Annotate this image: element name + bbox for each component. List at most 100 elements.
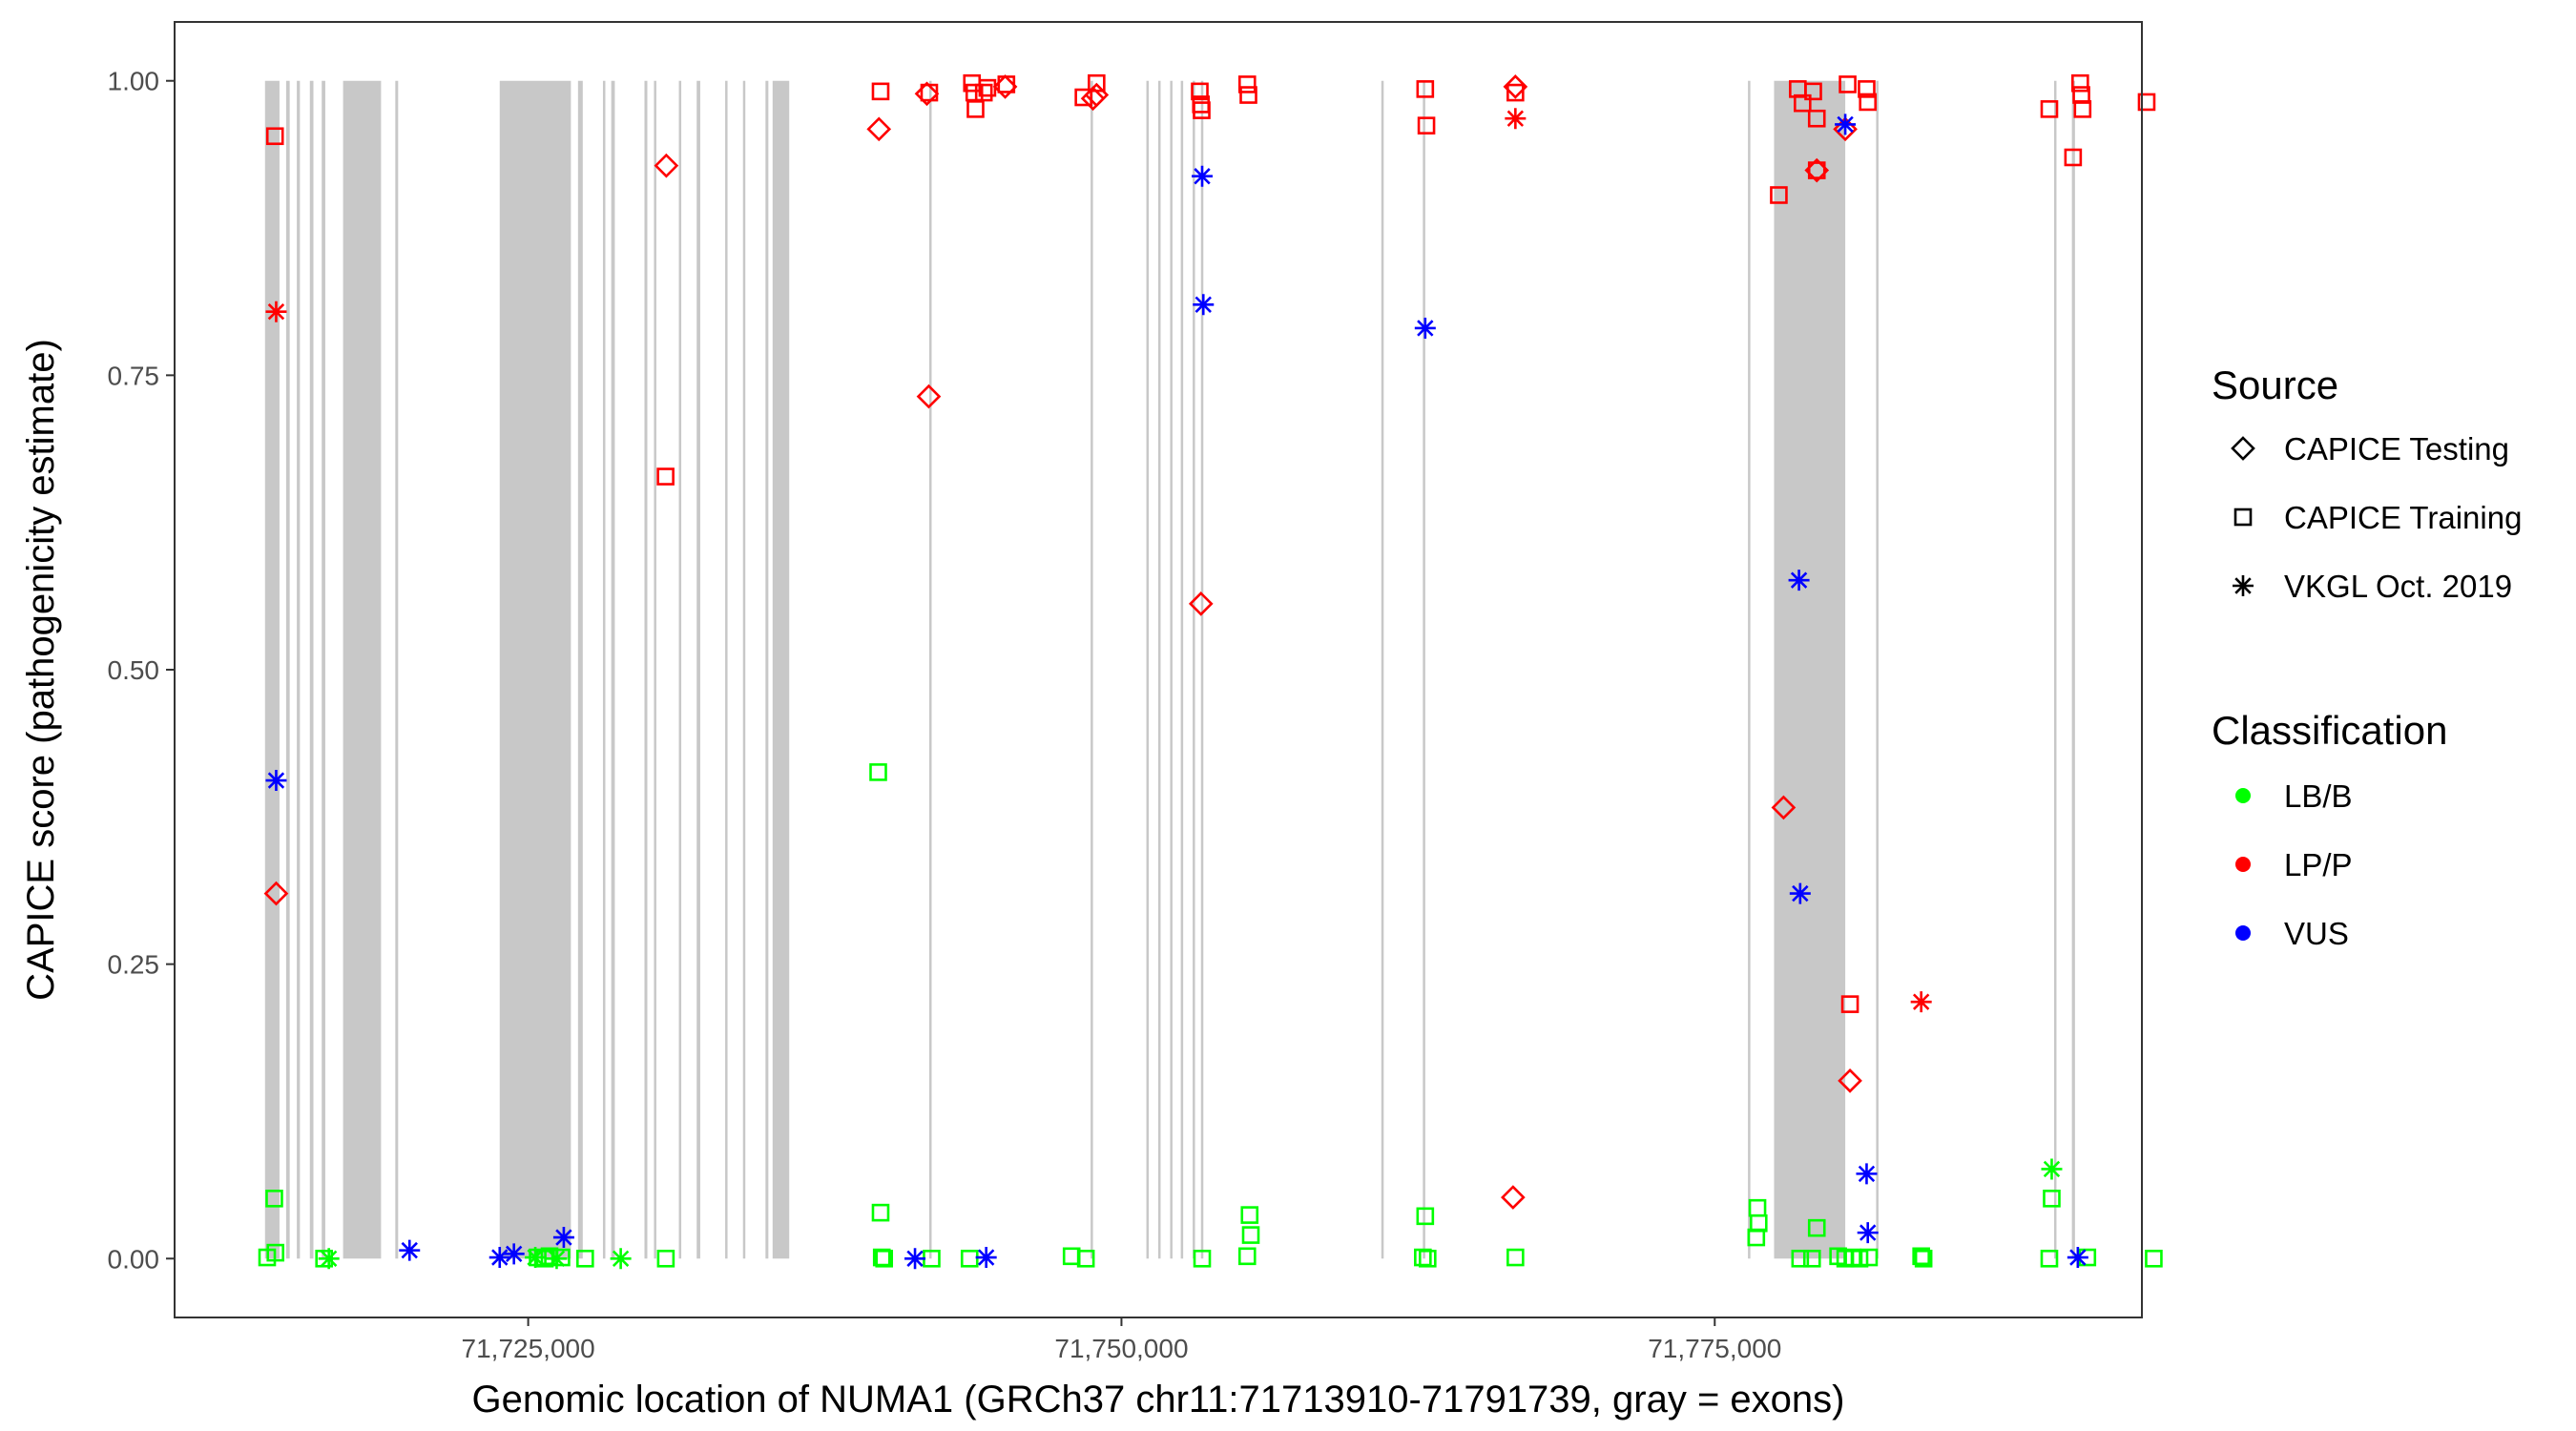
exon-band [1193, 80, 1195, 1259]
exon-band [765, 80, 769, 1259]
data-point [488, 1247, 510, 1269]
exon-band [1091, 80, 1093, 1259]
exons-layer [264, 80, 2075, 1259]
exon-band [2071, 80, 2075, 1259]
data-point [974, 83, 993, 102]
data-point [1240, 1206, 1259, 1224]
data-point [654, 153, 679, 178]
exon-band [577, 80, 583, 1259]
data-point [997, 75, 1016, 93]
data-point [871, 1203, 890, 1222]
data-point [2043, 1190, 2061, 1208]
exon-band [696, 80, 700, 1259]
data-point [1802, 1249, 1821, 1268]
data-point [1074, 88, 1092, 107]
data-point [875, 1249, 894, 1268]
data-point [2071, 73, 2089, 93]
x-axis-title: Genomic location of NUMA1 (GRCh37 chr11:… [472, 1379, 1845, 1421]
data-point [920, 83, 939, 102]
data-point [399, 1239, 421, 1261]
series-vkgl-oct-2019-lb-b [318, 1158, 2063, 1270]
data-points-layer [258, 73, 2163, 1270]
legend-key-dot [2235, 925, 2251, 941]
legend-classification-label: VUS [2284, 916, 2349, 951]
legend-classification-label: LB/B [2284, 778, 2353, 814]
legend-source-label: VKGL Oct. 2019 [2284, 569, 2512, 604]
data-point [914, 81, 940, 107]
data-point [1414, 317, 1436, 339]
data-point [1804, 82, 1822, 101]
data-point [1501, 1185, 1526, 1210]
exon-band [1381, 80, 1384, 1259]
legend-classification-label: LP/P [2284, 847, 2353, 882]
exon-band [264, 80, 280, 1259]
exon-band [343, 80, 382, 1259]
panel-border [174, 21, 2143, 1318]
data-point [2073, 100, 2092, 118]
data-point [1416, 80, 1435, 98]
data-point [2040, 1249, 2059, 1268]
legend-source-label: CAPICE Testing [2284, 431, 2509, 467]
exon-band [1423, 80, 1425, 1259]
data-point [1419, 1249, 1437, 1268]
exon-band [602, 80, 606, 1259]
data-point [975, 1247, 997, 1269]
data-point [610, 1248, 632, 1270]
exon-band [1748, 80, 1751, 1259]
data-point [1788, 570, 1810, 591]
legend-classification-items: LB/B LP/P VUS [2235, 778, 2353, 951]
data-point [1914, 1249, 1933, 1268]
exon-band [644, 80, 648, 1259]
data-point [1239, 86, 1257, 104]
data-point [960, 1249, 979, 1268]
data-point [1748, 1198, 1767, 1217]
exon-band [2053, 80, 2057, 1259]
data-point [263, 881, 289, 906]
data-point [1506, 1248, 1525, 1267]
data-point [1807, 1218, 1826, 1237]
legend-source-items: CAPICE Testing CAPICE Training VKGL Oct. 2… [2231, 431, 2522, 604]
y-tick-label: 0.50 [108, 655, 160, 685]
data-point [1838, 1068, 1862, 1093]
data-point [866, 116, 892, 142]
x-tick-label: 71,775,000 [1648, 1334, 1781, 1363]
data-point [1237, 75, 1257, 93]
legend-key-square [2233, 508, 2253, 527]
data-point [1237, 1247, 1257, 1266]
legend-source-title: Source [2212, 363, 2338, 407]
data-point [1910, 991, 1932, 1013]
data-point [1747, 1228, 1766, 1247]
exon-band [499, 80, 571, 1259]
data-point [2041, 1158, 2063, 1180]
y-tick-label: 0.75 [108, 361, 160, 390]
legend-key-asterisk [2233, 575, 2254, 596]
exon-band [1200, 80, 1204, 1259]
series-capice-training-lp-p [265, 73, 2156, 1013]
exon-band [1876, 80, 1879, 1259]
exon-band [725, 80, 728, 1259]
exon-band [1180, 80, 1184, 1259]
data-point [265, 127, 284, 146]
y-axis-title: CAPICE score (pathogenicity estimate) [20, 339, 62, 1001]
data-point [1789, 882, 1811, 904]
data-point [1088, 73, 1106, 93]
legend-classification: Classification LB/B LP/P VUS [2212, 708, 2447, 951]
data-point [656, 1249, 675, 1268]
exon-band [928, 80, 932, 1259]
x-tick-label: 71,725,000 [462, 1334, 595, 1363]
data-point [1076, 1249, 1095, 1268]
data-point [1858, 80, 1876, 98]
data-point [1771, 795, 1797, 820]
y-tick-label: 0.25 [108, 950, 160, 980]
data-point [1912, 1247, 1930, 1266]
data-point [1794, 93, 1812, 113]
data-point [1807, 161, 1826, 179]
data-point [1856, 1163, 1878, 1185]
tick-labels-layer: 0.00 0.25 0.50 0.75 1.00 71,725,000 71,750,000… [108, 67, 1782, 1363]
data-point [546, 1248, 568, 1270]
data-point [978, 78, 997, 97]
data-point [1859, 1248, 1879, 1267]
data-point [2064, 148, 2083, 167]
data-point [2067, 1247, 2088, 1269]
